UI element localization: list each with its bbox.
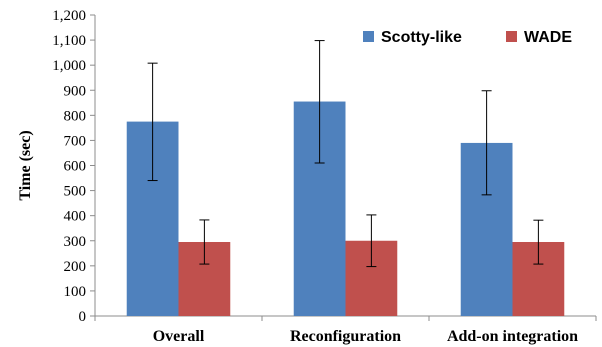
y-tick-label: 100 (64, 284, 87, 300)
y-tick-label: 500 (64, 184, 87, 200)
y-tick-label: 900 (64, 83, 87, 99)
y-tick-label: 1,100 (52, 33, 86, 49)
legend-swatch (506, 31, 517, 42)
y-tick-label: 0 (79, 309, 87, 325)
y-axis: 0 100 200 300 400 500 600 700 800 900 1,000 1,100 1,… (52, 8, 96, 325)
y-tick-label: 200 (64, 259, 87, 275)
y-tick-label: 1,000 (52, 58, 86, 74)
y-tick-label: 400 (64, 209, 87, 225)
legend-label: WADE (524, 29, 572, 46)
y-tick-label: 800 (64, 108, 87, 124)
legend-label: Scotty-like (381, 29, 462, 46)
y-tick-label: 1,200 (52, 8, 86, 24)
y-tick-label: 300 (64, 234, 87, 250)
error-bars (147, 40, 544, 268)
y-axis-title: Time (sec) (17, 130, 34, 200)
bars (126, 101, 565, 317)
x-category-label: Reconfiguration (290, 328, 401, 345)
legend: Scotty-like WADE (363, 29, 572, 46)
x-category-label: Overall (153, 328, 205, 345)
legend-swatch (363, 31, 374, 42)
y-tick-label: 600 (64, 159, 87, 175)
y-tick-label: 700 (64, 133, 87, 149)
x-axis: Overall Reconfiguration Add-on integration (94, 315, 597, 345)
x-category-label: Add-on integration (447, 328, 578, 345)
